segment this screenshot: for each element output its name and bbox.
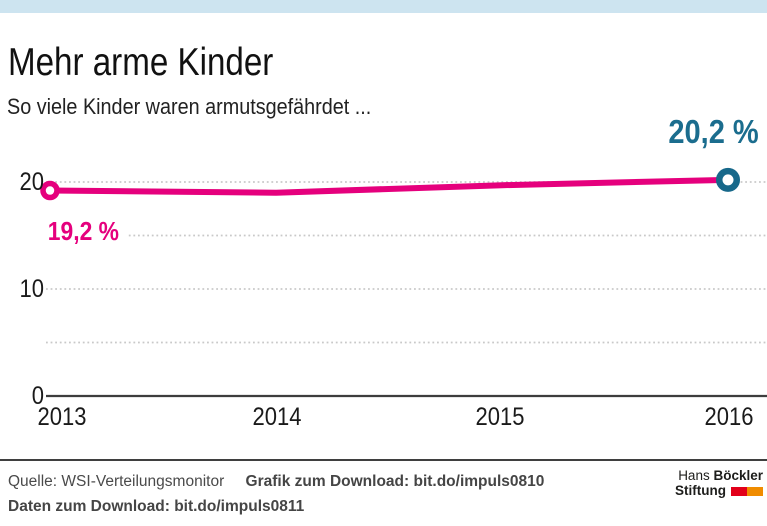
footer-row-1: Quelle: WSI-Verteilungsmonitor Grafik zu… [8, 471, 544, 493]
data-line [49, 176, 729, 196]
y-axis-tick-label: 20 [19, 168, 44, 196]
x-axis-year-label: 2013 [37, 403, 87, 431]
hans-boeckler-stiftung-logo: Hans Böckler Stiftung [675, 468, 763, 498]
page-title: Mehr arme Kinder [8, 41, 274, 84]
logo-orange-block [747, 487, 763, 496]
source-text: Quelle: WSI-Verteilungsmonitor [8, 473, 225, 490]
data-point-label-2013: 19,2 % [46, 216, 127, 246]
logo-color-blocks [731, 483, 763, 498]
y-axis-tick-label: 0 [31, 382, 44, 410]
logo-line-2: Stiftung [675, 483, 763, 498]
header-accent-bar [0, 0, 767, 13]
daten-download-text: Daten zum Download: bit.do/impuls0811 [8, 498, 305, 515]
page-subtitle: So viele Kinder waren armutsgefährdet ..… [7, 94, 372, 119]
logo-red-block [731, 487, 747, 496]
logo-name-bold: Böckler [713, 468, 763, 483]
logo-name-regular: Hans [678, 468, 710, 483]
data-point-marker-2013 [40, 180, 60, 201]
x-axis-year-label: 2014 [252, 403, 302, 431]
logo-stiftung-text: Stiftung [675, 483, 726, 498]
x-axis-year-label: 2016 [704, 403, 754, 431]
footer-separator [0, 459, 767, 461]
y-axis-tick-label: 10 [19, 275, 44, 303]
data-point-label-2016: 20,2 % [668, 113, 759, 150]
logo-line-1: Hans Böckler [675, 468, 763, 483]
grafik-download-text: Grafik zum Download: bit.do/impuls0810 [245, 473, 545, 490]
x-axis-year-label: 2015 [475, 403, 525, 431]
data-point-marker-2016 [716, 167, 740, 192]
